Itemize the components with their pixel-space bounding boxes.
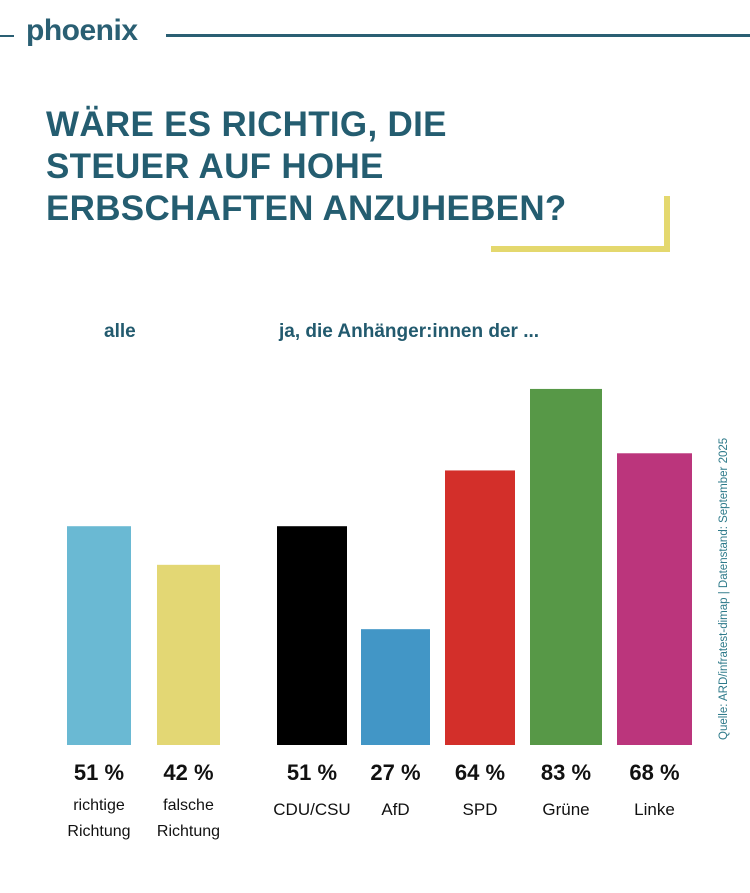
value-label: 83 % (540, 760, 592, 785)
category-label-line: Richtung (156, 823, 221, 840)
bar-richtige-richtung (67, 526, 131, 745)
bar-cdu-csu (277, 526, 347, 745)
title-line-1: WÄRE ES RICHTIG, DIE (46, 105, 447, 144)
category-label: Grüne (511, 797, 621, 823)
category-label: CDU/CSU (257, 797, 367, 823)
category-label-line: SPD (462, 800, 498, 819)
chart-title: WÄRE ES RICHTIG, DIE STEUER AUF HOHE ERB… (46, 104, 686, 230)
title-accent-horizontal (491, 246, 670, 252)
category-label-line: Linke (634, 800, 675, 819)
bar-afd (361, 629, 430, 745)
category-label: Linke (600, 797, 710, 823)
category-label-line: richtige (73, 797, 125, 814)
group-label-all: alle (104, 321, 136, 342)
header-rule-right (166, 34, 750, 37)
value-label: 64 % (454, 760, 506, 785)
category-label: AfD (341, 797, 451, 823)
category-label: SPD (425, 797, 535, 823)
category-label-line: CDU/CSU (273, 800, 351, 819)
title-line-2: STEUER AUF HOHE (46, 147, 384, 186)
title-line-3: ERBSCHAFTEN ANZUHEBEN? (46, 189, 567, 228)
category-label-line: Grüne (542, 800, 590, 819)
bar-falsche-richtung (157, 564, 220, 745)
bar-spd (445, 470, 515, 745)
category-label: falsche Richtung (134, 793, 244, 845)
header-rule-left (0, 35, 14, 37)
value-label: 27 % (370, 760, 421, 785)
value-label: 42 % (163, 760, 214, 785)
value-label: 51 % (73, 760, 125, 785)
category-label-line: AfD (381, 800, 410, 819)
title-accent-vertical (664, 196, 670, 252)
bar-gr-ne (530, 388, 602, 745)
category-label: richtige Richtung (44, 793, 154, 845)
category-label-line: Richtung (67, 823, 131, 840)
value-label: 68 % (629, 760, 680, 785)
category-label-line: falsche (163, 797, 214, 814)
group-label-supporters: ja, die Anhänger:innen der ... (279, 321, 540, 342)
phoenix-logo: phoenix (26, 14, 138, 47)
bar-linke (617, 453, 692, 745)
value-label: 51 % (286, 760, 338, 785)
